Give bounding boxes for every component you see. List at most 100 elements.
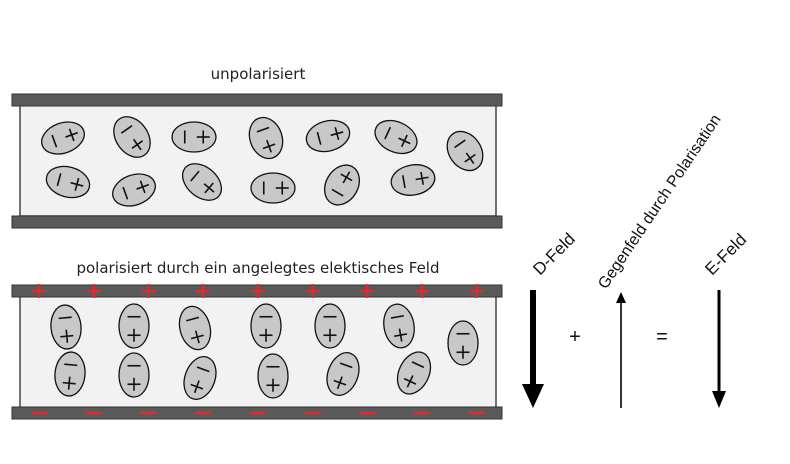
- molecule-body: [447, 320, 479, 366]
- molecule-body: [257, 353, 289, 399]
- plus-charge-icon: [330, 131, 344, 137]
- plus-charge-icon: [266, 139, 272, 153]
- dipole-molecule-unpolarized-13: [390, 164, 436, 196]
- minus-charge-icon: [64, 363, 78, 367]
- molecule-body: [323, 164, 361, 206]
- plus-charge-icon: [194, 330, 200, 344]
- operator-equals: =: [656, 326, 668, 348]
- dipole-molecule-unpolarized-5: [305, 119, 351, 153]
- dipole-molecule-unpolarized-6: [374, 119, 418, 155]
- molecule-body: [183, 356, 217, 400]
- plus-charge-icon: [203, 183, 215, 193]
- minus-charge-icon: [256, 126, 270, 133]
- dipole-molecule-polarized-3: [178, 305, 212, 351]
- plus-charge-icon: [415, 176, 429, 181]
- positive-charge-mark: [469, 284, 484, 298]
- plus-charge-icon: [336, 376, 343, 390]
- plus-charge-icon: [193, 380, 200, 394]
- molecule-body: [171, 121, 217, 153]
- capacitor-plate-top-upper: [11, 93, 503, 107]
- minus-charge-icon: [58, 316, 72, 320]
- molecule-body: [248, 116, 284, 160]
- molecule-body: [396, 351, 432, 395]
- molecule-body: [446, 130, 484, 172]
- dipole-molecule-polarized-10: [183, 356, 217, 400]
- dipole-molecule-unpolarized-7: [446, 130, 484, 172]
- positive-charge-mark: [250, 284, 265, 298]
- dipole-molecule-unpolarized-2: [113, 116, 151, 158]
- molecule-body: [118, 352, 150, 398]
- plus-charge-icon: [67, 376, 71, 390]
- molecule-body: [383, 303, 415, 349]
- molecule-body: [374, 119, 418, 155]
- dipole-molecule-polarized-13: [396, 351, 432, 395]
- dipole-molecule-polarized-4: [250, 303, 282, 349]
- dipole-molecule-polarized-11: [257, 353, 289, 399]
- positive-charge-mark: [360, 284, 375, 298]
- plus-charge-icon: [398, 328, 403, 342]
- minus-charge-icon: [401, 175, 406, 189]
- minus-charge-icon: [122, 186, 129, 200]
- plus-charge-icon: [342, 171, 351, 184]
- dipole-molecule-polarized-2: [118, 303, 150, 349]
- molecule-body: [250, 303, 282, 349]
- plus-charge-icon: [406, 375, 414, 388]
- plus-charge-icon: [65, 329, 69, 343]
- plus-charge-icon: [65, 131, 79, 138]
- e-field-label: E-Feld: [701, 230, 750, 279]
- dipole-molecule-unpolarized-3: [171, 121, 217, 153]
- molecule-body: [54, 351, 86, 397]
- molecule-body: [326, 352, 360, 396]
- panel-unpolarized: unpolarisiert: [11, 65, 503, 229]
- molecule-group-polarized: [50, 303, 479, 400]
- minus-charge-icon: [51, 134, 58, 148]
- dipole-molecule-polarized-6: [383, 303, 415, 349]
- panel-polarized: polarisiert durch ein angelegtes elektis…: [11, 259, 503, 420]
- d-field-label: D-Feld: [529, 229, 579, 279]
- e-field-arrow-icon: [712, 391, 726, 408]
- dipole-molecule-unpolarized-10: [181, 163, 223, 201]
- dipole-molecule-polarized-1: [50, 304, 82, 350]
- molecule-body: [112, 173, 156, 207]
- molecule-body: [118, 303, 150, 349]
- plus-charge-icon: [136, 183, 150, 190]
- dipole-molecule-unpolarized-8: [45, 165, 91, 199]
- molecule-body: [45, 165, 91, 199]
- molecule-body: [178, 305, 212, 351]
- counter-field-arrow-icon: [616, 292, 626, 303]
- positive-charge-mark: [32, 284, 46, 298]
- minus-charge-icon: [186, 316, 200, 322]
- minus-charge-icon: [316, 131, 322, 145]
- dipole-molecule-polarized-12: [326, 352, 360, 396]
- capacitor-plate-top-lower: [11, 215, 503, 229]
- minus-charge-icon: [384, 126, 392, 140]
- minus-charge-icon: [454, 139, 466, 149]
- plus-charge-icon: [132, 138, 142, 151]
- positive-charge-mark: [305, 284, 320, 298]
- dipole-molecule-unpolarized-12: [323, 164, 361, 206]
- positive-charge-mark: [196, 284, 211, 298]
- plate-charges-positive: [32, 284, 484, 298]
- minus-charge-icon: [56, 173, 62, 187]
- positive-charge-mark: [414, 284, 429, 298]
- minus-charge-icon: [331, 188, 344, 197]
- minus-charge-icon: [120, 125, 133, 134]
- operator-plus: +: [569, 326, 581, 348]
- positive-charge-mark: [141, 284, 156, 298]
- dipole-molecule-polarized-5: [314, 303, 346, 349]
- plus-charge-icon: [70, 181, 84, 187]
- minus-charge-icon: [190, 170, 200, 182]
- field-equation: D-Feld + Gegenfeld durch Polarisation = …: [522, 112, 750, 408]
- dipole-molecule-unpolarized-9: [112, 173, 156, 207]
- minus-charge-icon: [196, 366, 210, 373]
- plus-charge-icon: [398, 137, 411, 145]
- dipole-molecule-polarized-7: [447, 320, 479, 366]
- minus-charge-icon: [411, 361, 425, 369]
- molecule-body: [113, 116, 151, 158]
- molecule-group-unpolarized: [41, 116, 484, 207]
- d-field-arrow-icon: [522, 384, 544, 408]
- dipole-molecule-unpolarized-11: [250, 172, 296, 204]
- dipole-molecule-polarized-9: [118, 352, 150, 398]
- dipole-molecule-polarized-8: [54, 351, 86, 397]
